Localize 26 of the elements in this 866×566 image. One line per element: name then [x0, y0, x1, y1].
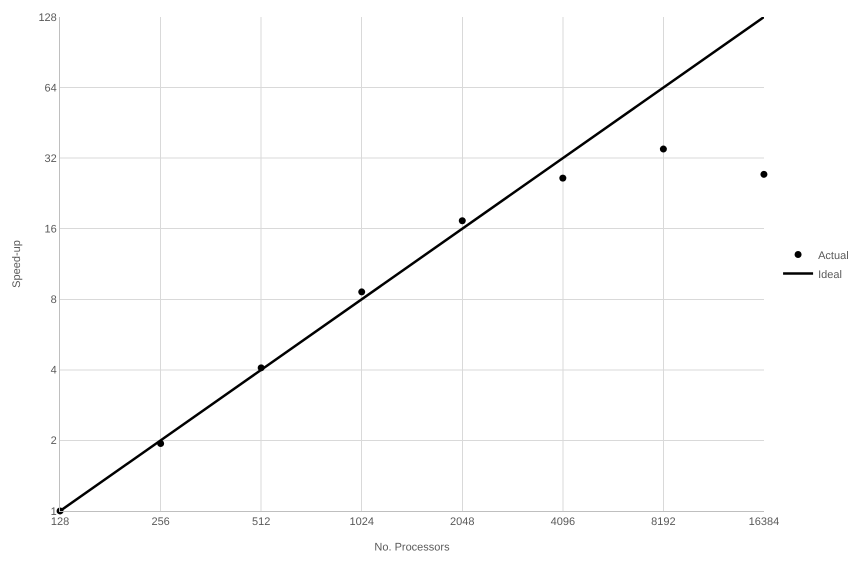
x-tick-label: 256 — [151, 516, 170, 528]
x-tick-label: 2048 — [450, 516, 475, 528]
x-tick-label: 1024 — [349, 516, 374, 528]
y-tick-label: 32 — [44, 153, 57, 166]
point — [157, 440, 164, 447]
point — [358, 288, 366, 296]
y-tick-label: 16 — [44, 224, 57, 236]
point — [559, 174, 566, 182]
point — [458, 217, 466, 224]
y-tick-label: 128 — [38, 12, 57, 24]
y-tick-label: 8 — [50, 294, 57, 306]
y-axis-title: Speed-up — [11, 240, 24, 288]
x-axis-title: No. Processors — [374, 541, 450, 554]
legend-label: Ideal — [818, 268, 842, 281]
x-tick-label: 4096 — [550, 516, 576, 528]
x-tick-label: 16384 — [748, 516, 780, 528]
x-tick-label: 8192 — [651, 516, 676, 528]
y-tick-label: 2 — [50, 435, 57, 448]
point — [258, 364, 265, 372]
point — [760, 170, 768, 178]
y-tick-label: 4 — [50, 364, 57, 377]
x-tick-label: 512 — [252, 516, 270, 528]
y-tick-label: 64 — [44, 82, 57, 94]
legend-label: Actual — [818, 250, 849, 262]
point — [660, 146, 667, 153]
y-tick-label: 1 — [50, 506, 57, 518]
